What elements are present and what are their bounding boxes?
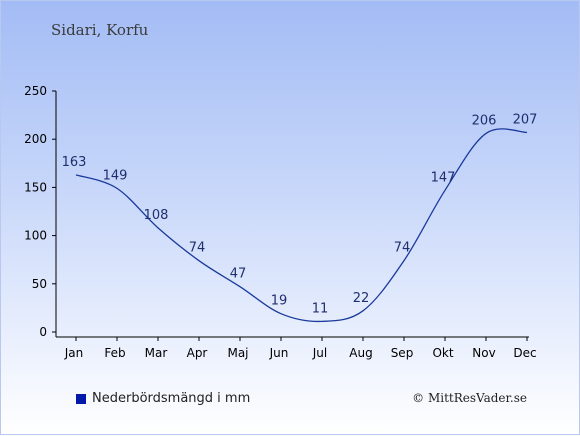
data-label: 163 — [62, 155, 87, 170]
x-tick-label: Jun — [269, 346, 289, 360]
data-label: 22 — [353, 291, 370, 306]
data-label: 47 — [230, 267, 247, 282]
chart-title: Sidari, Korfu — [51, 21, 149, 39]
legend-swatch — [76, 393, 86, 404]
y-tick-label: 100 — [24, 229, 47, 243]
x-tick-label: Feb — [104, 346, 125, 360]
legend: Nederbördsmängd i mm — [76, 391, 250, 406]
credit: © MittResVader.se — [412, 391, 527, 405]
y-tick-label: 250 — [24, 84, 47, 98]
data-label: 147 — [431, 170, 456, 185]
y-tick-label: 200 — [24, 132, 47, 146]
y-tick-label: 150 — [24, 180, 47, 194]
x-tick-label: Okt — [432, 346, 453, 360]
y-tick-label: 0 — [39, 325, 47, 339]
data-label: 11 — [312, 301, 329, 316]
data-label: 149 — [103, 168, 128, 183]
x-tick-label: Mar — [145, 346, 168, 360]
x-tick-label: Maj — [227, 346, 248, 360]
x-tick-label: Nov — [472, 346, 495, 360]
x-tick-label: Jan — [64, 346, 84, 360]
series-line — [75, 128, 528, 323]
data-label: 19 — [271, 294, 288, 309]
legend-label: Nederbördsmängd i mm — [92, 391, 251, 406]
x-tick-label: Jul — [312, 346, 327, 360]
data-label: 108 — [144, 208, 169, 223]
y-tick-label: 50 — [32, 277, 47, 291]
data-label: 206 — [472, 113, 497, 128]
data-label: 74 — [189, 241, 206, 256]
x-tick-label: Dec — [513, 346, 536, 360]
x-tick-label: Sep — [391, 346, 414, 360]
x-tick-label: Apr — [187, 346, 208, 360]
data-label: 74 — [394, 241, 411, 256]
data-label: 207 — [513, 112, 538, 127]
x-tick-label: Aug — [349, 346, 372, 360]
